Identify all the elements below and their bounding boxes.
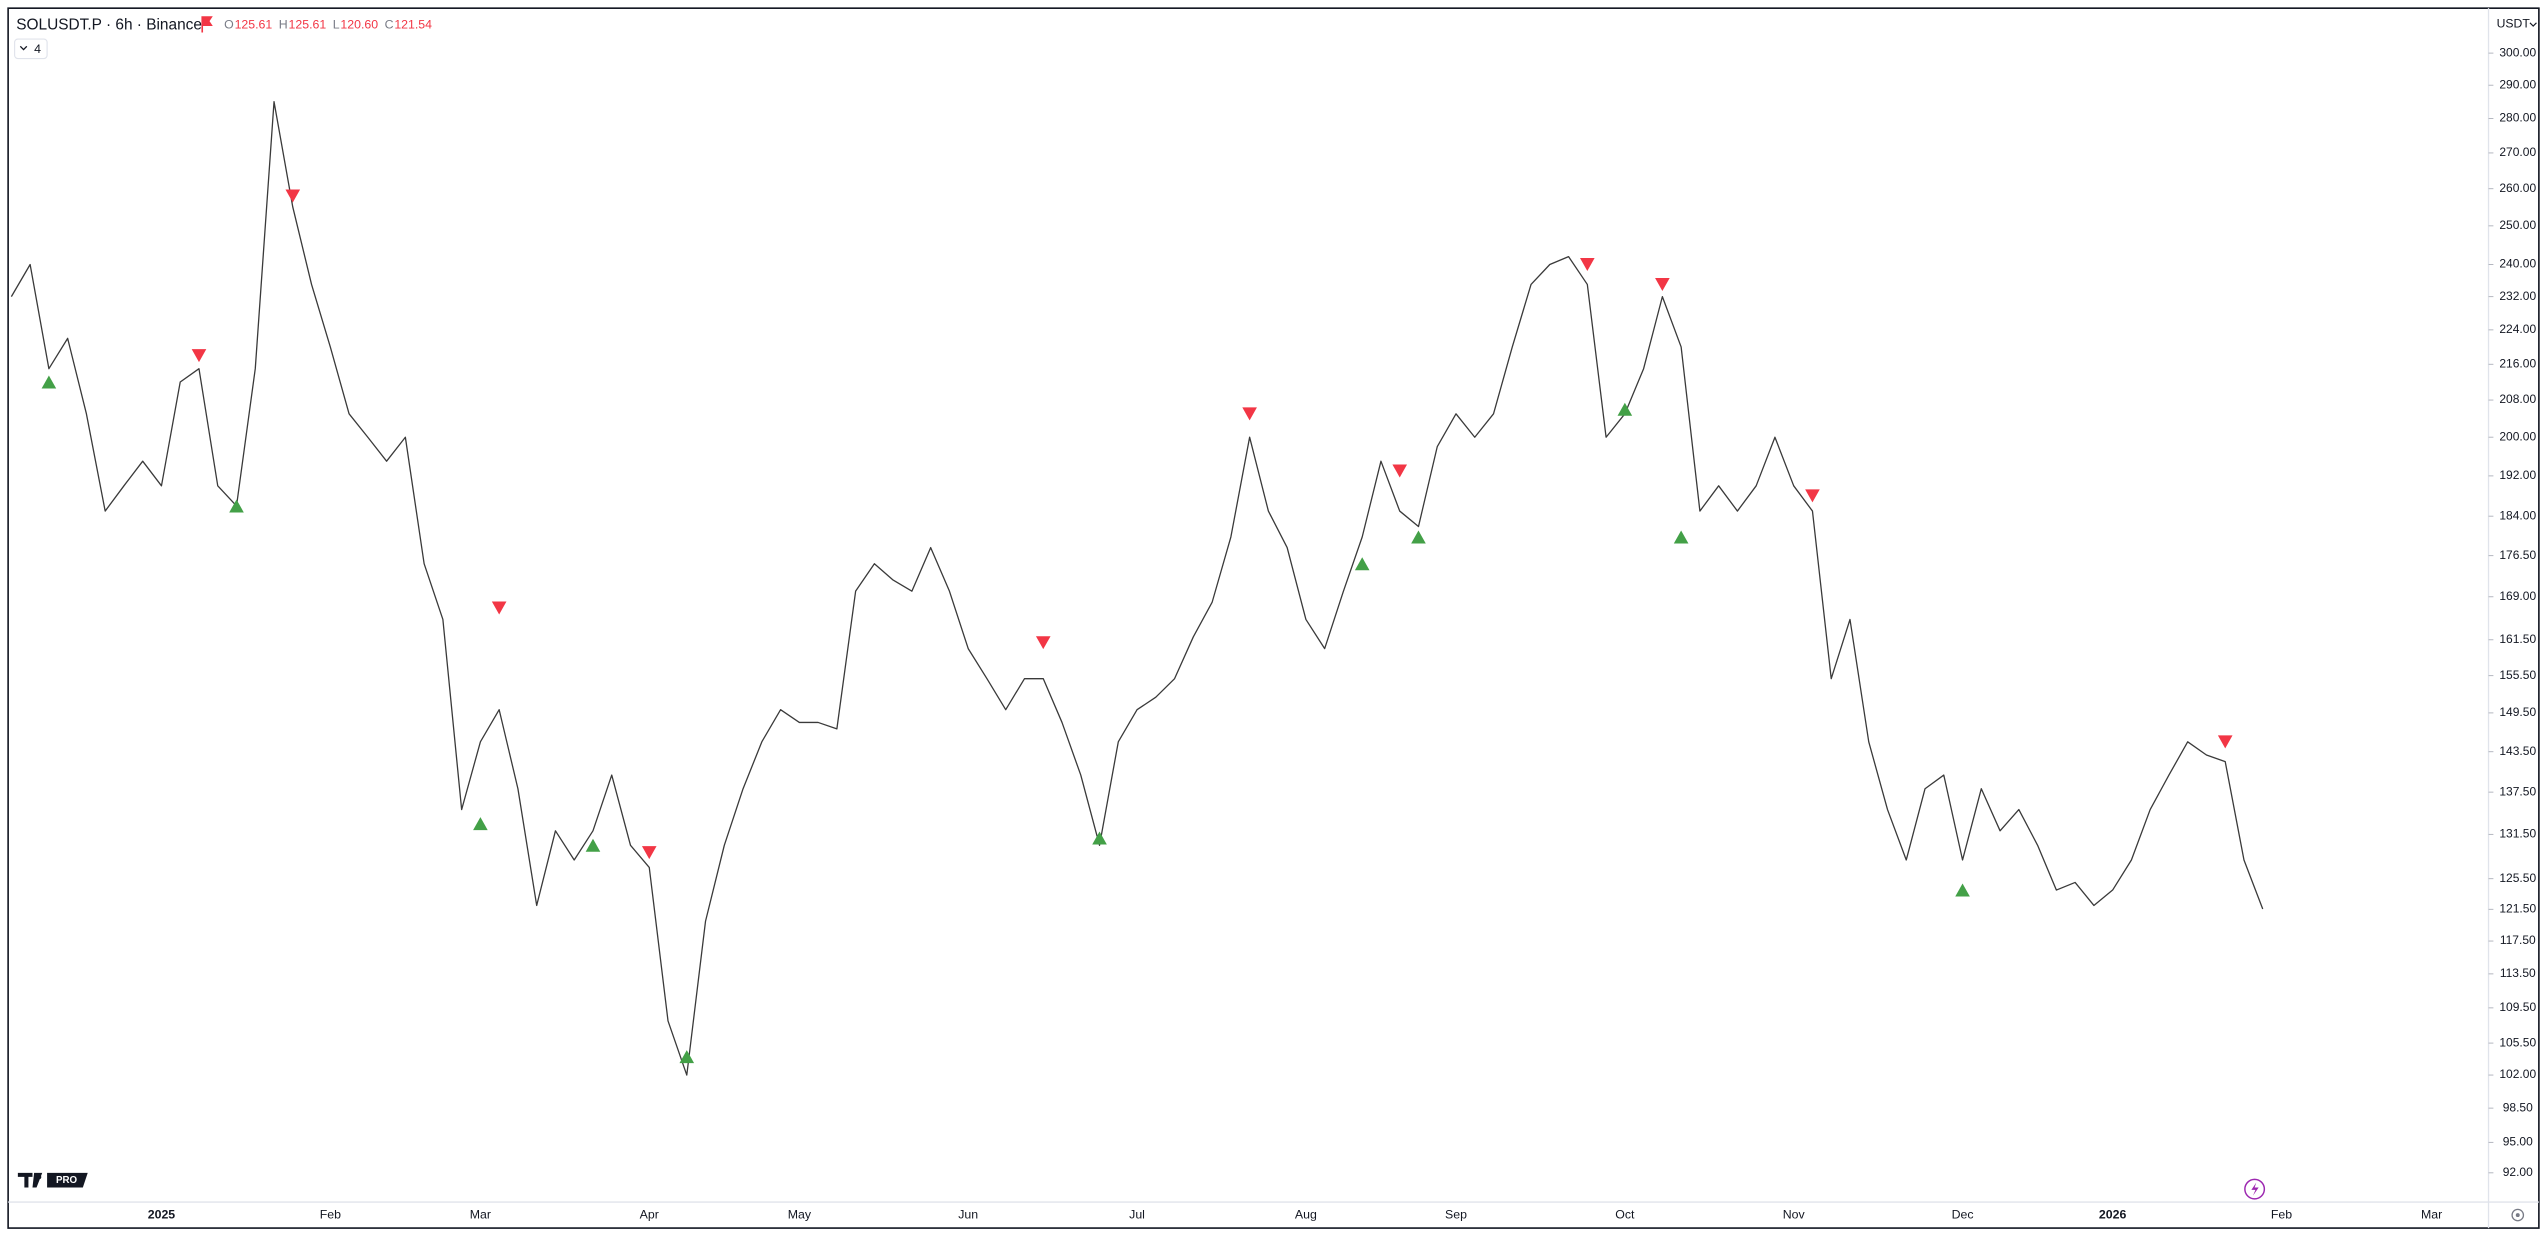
sell-signal — [1655, 277, 1670, 291]
y-tick-label: 121.50 — [2499, 902, 2536, 916]
indicator-count: 4 — [34, 42, 41, 56]
y-tick-label: 200.00 — [2499, 429, 2536, 443]
x-tick-label: Mar — [2421, 1207, 2442, 1221]
chevron-icon — [19, 45, 28, 51]
buy-signal — [679, 1050, 695, 1064]
x-tick-label: Oct — [1615, 1207, 1635, 1221]
buy-signal — [1955, 883, 1970, 897]
y-tick-label: 224.00 — [2499, 322, 2536, 336]
y-tick-label: 260.00 — [2499, 181, 2536, 195]
price-line — [10, 101, 2264, 1076]
y-tick-label: 250.00 — [2499, 218, 2536, 232]
y-tick-label: 113.50 — [2500, 966, 2536, 980]
sell-signal — [285, 189, 301, 203]
alert-icon[interactable] — [2244, 1178, 2266, 1200]
buy-signal — [1673, 530, 1689, 544]
x-tick-label: Feb — [2271, 1207, 2292, 1221]
sell-signal — [1035, 636, 1051, 650]
ohlc-key: H — [279, 17, 288, 31]
y-tick-label: 161.50 — [2499, 632, 2536, 646]
y-tick-label: 192.00 — [2499, 468, 2536, 482]
ohlc-value: 125.61 — [289, 17, 327, 31]
ohlc-key: C — [385, 17, 394, 31]
y-tick-label: 149.50 — [2499, 705, 2536, 719]
x-tick-label: May — [788, 1207, 812, 1221]
y-tick-label: 105.50 — [2499, 1035, 2536, 1049]
y-tick-label: 240.00 — [2499, 257, 2536, 271]
settings-icon-center — [2515, 1213, 2520, 1218]
logo-mark — [17, 1172, 43, 1188]
y-tick-label: 92.00 — [2503, 1165, 2533, 1179]
settings-icon[interactable] — [2511, 1208, 2525, 1222]
y-tick-label: 143.50 — [2499, 744, 2536, 758]
x-tick-label: Feb — [320, 1207, 341, 1221]
sell-signal — [491, 601, 507, 615]
sell-signal — [1242, 407, 1257, 421]
ohlc-value: 120.60 — [340, 17, 378, 31]
logo: PRO — [17, 1172, 88, 1188]
y-tick-label: 155.50 — [2499, 668, 2536, 682]
y-tick-label: 184.00 — [2499, 508, 2536, 522]
ohlc-key: O — [224, 17, 234, 31]
frame — [7, 7, 2540, 1229]
x-tick-label: 2025 — [148, 1207, 176, 1221]
y-tick-label: 131.50 — [2499, 827, 2536, 841]
sell-signal — [1805, 489, 1820, 503]
x-tick-label: Apr — [640, 1207, 659, 1221]
y-tick-label: 102.00 — [2499, 1067, 2536, 1081]
x-tick-label: Dec — [1952, 1207, 1974, 1221]
y-tick-label: 290.00 — [2499, 77, 2536, 91]
y-tick-label: 216.00 — [2499, 356, 2536, 370]
y-tick-label: 98.50 — [2503, 1100, 2533, 1114]
chevron-icon — [2529, 22, 2537, 27]
buy-signal — [473, 817, 488, 831]
logo-badge — [47, 1172, 88, 1188]
logo-text: PRO — [56, 1175, 78, 1186]
sell-signal — [1392, 464, 1408, 478]
y-tick-label: 270.00 — [2499, 145, 2536, 159]
y-tick-label: 169.00 — [2499, 589, 2536, 603]
x-tick-label: Sep — [1445, 1207, 1467, 1221]
x-tick-label: Jun — [958, 1207, 978, 1221]
y-tick-label: 280.00 — [2499, 111, 2536, 125]
y-tick-label: 232.00 — [2499, 289, 2536, 303]
sell-signal — [641, 846, 657, 860]
buy-signal — [1617, 402, 1633, 416]
x-tick-label: Jul — [1129, 1207, 1145, 1221]
buy-signal — [41, 375, 57, 389]
y-tick-label: 176.50 — [2499, 548, 2536, 562]
symbol-title: SOLUSDT.P · 6h · Binance — [16, 16, 202, 33]
indicator-toggle[interactable] — [14, 38, 48, 60]
sell-signal — [1580, 258, 1595, 271]
buy-signal — [1092, 831, 1107, 845]
flag-icon — [201, 16, 213, 33]
x-tick-label: Mar — [470, 1207, 491, 1221]
ohlc-legend: O 125.61 H 125.61 L 120.60 C 121.54 — [224, 17, 432, 31]
y-tick-label: 300.00 — [2499, 45, 2536, 59]
y-tick-label: 95.00 — [2503, 1135, 2533, 1149]
ohlc-value: 121.54 — [394, 17, 432, 31]
x-tick-label: Nov — [1783, 1207, 1806, 1221]
lightning-icon — [2251, 1182, 2259, 1196]
y-tick-label: 117.50 — [2500, 933, 2536, 947]
y-tick-label: 125.50 — [2499, 871, 2536, 885]
y-tick-label: 137.50 — [2499, 784, 2536, 798]
buy-signal — [1354, 557, 1370, 571]
x-tick-label: Aug — [1295, 1207, 1317, 1221]
ohlc-value: 125.61 — [235, 17, 273, 31]
sell-signal — [191, 349, 207, 363]
buy-signal — [1411, 530, 1426, 544]
x-tick-label: 2026 — [2099, 1207, 2127, 1221]
ohlc-key: L — [333, 17, 340, 31]
buy-signal — [585, 838, 601, 852]
sell-signal — [2217, 735, 2233, 749]
y-tick-label: 208.00 — [2499, 392, 2536, 406]
buy-signal — [229, 499, 244, 513]
currency-selector[interactable]: USDT — [2497, 17, 2531, 31]
y-tick-label: 109.50 — [2499, 1000, 2536, 1014]
